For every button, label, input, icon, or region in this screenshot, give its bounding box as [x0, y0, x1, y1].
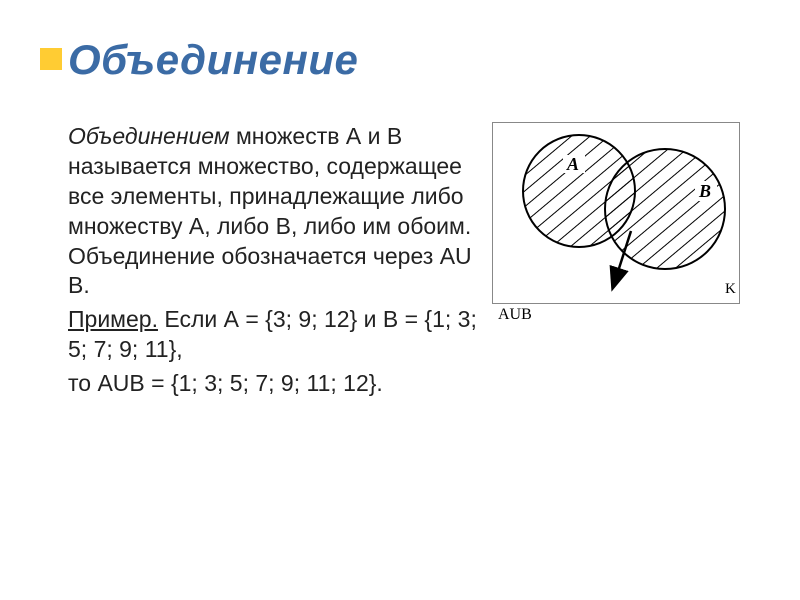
- example-paragraph: Пример. Если А = {3; 9; 12} и В = {1; 3;…: [68, 305, 484, 365]
- term-word: Объединением: [68, 123, 230, 149]
- slide: Объединение Объединением множеств А и В …: [0, 0, 800, 600]
- label-k: K: [725, 281, 736, 297]
- definition-rest: множеств А и В называется множество, сод…: [68, 123, 472, 298]
- venn-diagram: A B K: [492, 122, 740, 304]
- slide-title: Объединение: [68, 36, 752, 84]
- venn-svg: A B K: [493, 123, 741, 305]
- definition-paragraph: Объединением множеств А и В называется м…: [68, 122, 484, 301]
- slide-body: Объединением множеств А и В называется м…: [68, 122, 752, 403]
- result-paragraph: то АUВ = {1; 3; 5; 7; 9; 11; 12}.: [68, 369, 484, 399]
- label-b: B: [698, 181, 711, 201]
- diagram-column: A B K AUB: [492, 122, 752, 403]
- text-column: Объединением множеств А и В называется м…: [68, 122, 492, 403]
- example-label: Пример.: [68, 306, 158, 332]
- accent-square: [40, 48, 62, 70]
- diagram-caption: AUB: [492, 306, 752, 324]
- label-a: A: [566, 154, 579, 174]
